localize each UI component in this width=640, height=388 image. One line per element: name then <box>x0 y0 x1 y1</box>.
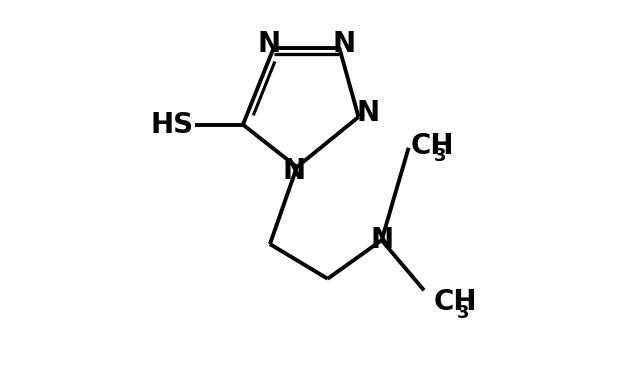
Text: 3: 3 <box>434 147 446 165</box>
Text: 3: 3 <box>457 304 469 322</box>
Text: N: N <box>370 226 393 254</box>
Text: N: N <box>333 30 356 58</box>
Text: N: N <box>356 99 380 127</box>
Text: N: N <box>282 157 305 185</box>
Text: N: N <box>257 30 280 58</box>
Text: CH: CH <box>434 288 477 316</box>
Text: HS: HS <box>150 111 193 139</box>
Text: CH: CH <box>410 132 454 160</box>
